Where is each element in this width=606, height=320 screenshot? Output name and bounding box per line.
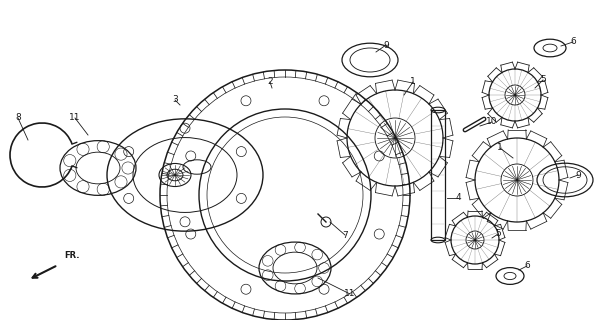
Text: 10: 10 bbox=[486, 117, 498, 126]
Text: 2: 2 bbox=[267, 77, 273, 86]
Text: 1: 1 bbox=[410, 77, 416, 86]
Text: 11: 11 bbox=[69, 114, 81, 123]
Text: 6: 6 bbox=[524, 261, 530, 270]
Text: FR.: FR. bbox=[64, 251, 79, 260]
Text: 4: 4 bbox=[455, 194, 461, 203]
Text: 5: 5 bbox=[495, 229, 501, 238]
Text: 3: 3 bbox=[172, 95, 178, 105]
Text: 11: 11 bbox=[344, 290, 356, 299]
Text: 5: 5 bbox=[540, 76, 546, 84]
Bar bbox=[431, 110, 445, 240]
Text: 6: 6 bbox=[570, 37, 576, 46]
Text: 9: 9 bbox=[575, 171, 581, 180]
Text: 8: 8 bbox=[15, 114, 21, 123]
Text: 1: 1 bbox=[497, 143, 503, 153]
Text: 9: 9 bbox=[383, 41, 389, 50]
Text: 7: 7 bbox=[342, 230, 348, 239]
